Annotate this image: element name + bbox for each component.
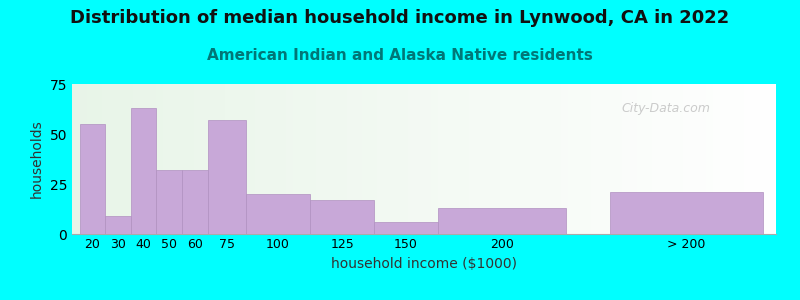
Y-axis label: households: households [30, 120, 44, 198]
Bar [310, 200, 374, 234]
Text: Distribution of median household income in Lynwood, CA in 2022: Distribution of median household income … [70, 9, 730, 27]
Bar [106, 216, 131, 234]
Bar [374, 222, 438, 234]
Bar [246, 194, 310, 234]
Text: American Indian and Alaska Native residents: American Indian and Alaska Native reside… [207, 48, 593, 63]
Bar [182, 170, 208, 234]
Bar [208, 120, 246, 234]
Bar [157, 170, 182, 234]
Text: City-Data.com: City-Data.com [621, 102, 710, 115]
Bar [610, 192, 763, 234]
X-axis label: household income ($1000): household income ($1000) [331, 257, 517, 271]
Bar [80, 124, 106, 234]
Bar [438, 208, 566, 234]
Bar [131, 108, 157, 234]
